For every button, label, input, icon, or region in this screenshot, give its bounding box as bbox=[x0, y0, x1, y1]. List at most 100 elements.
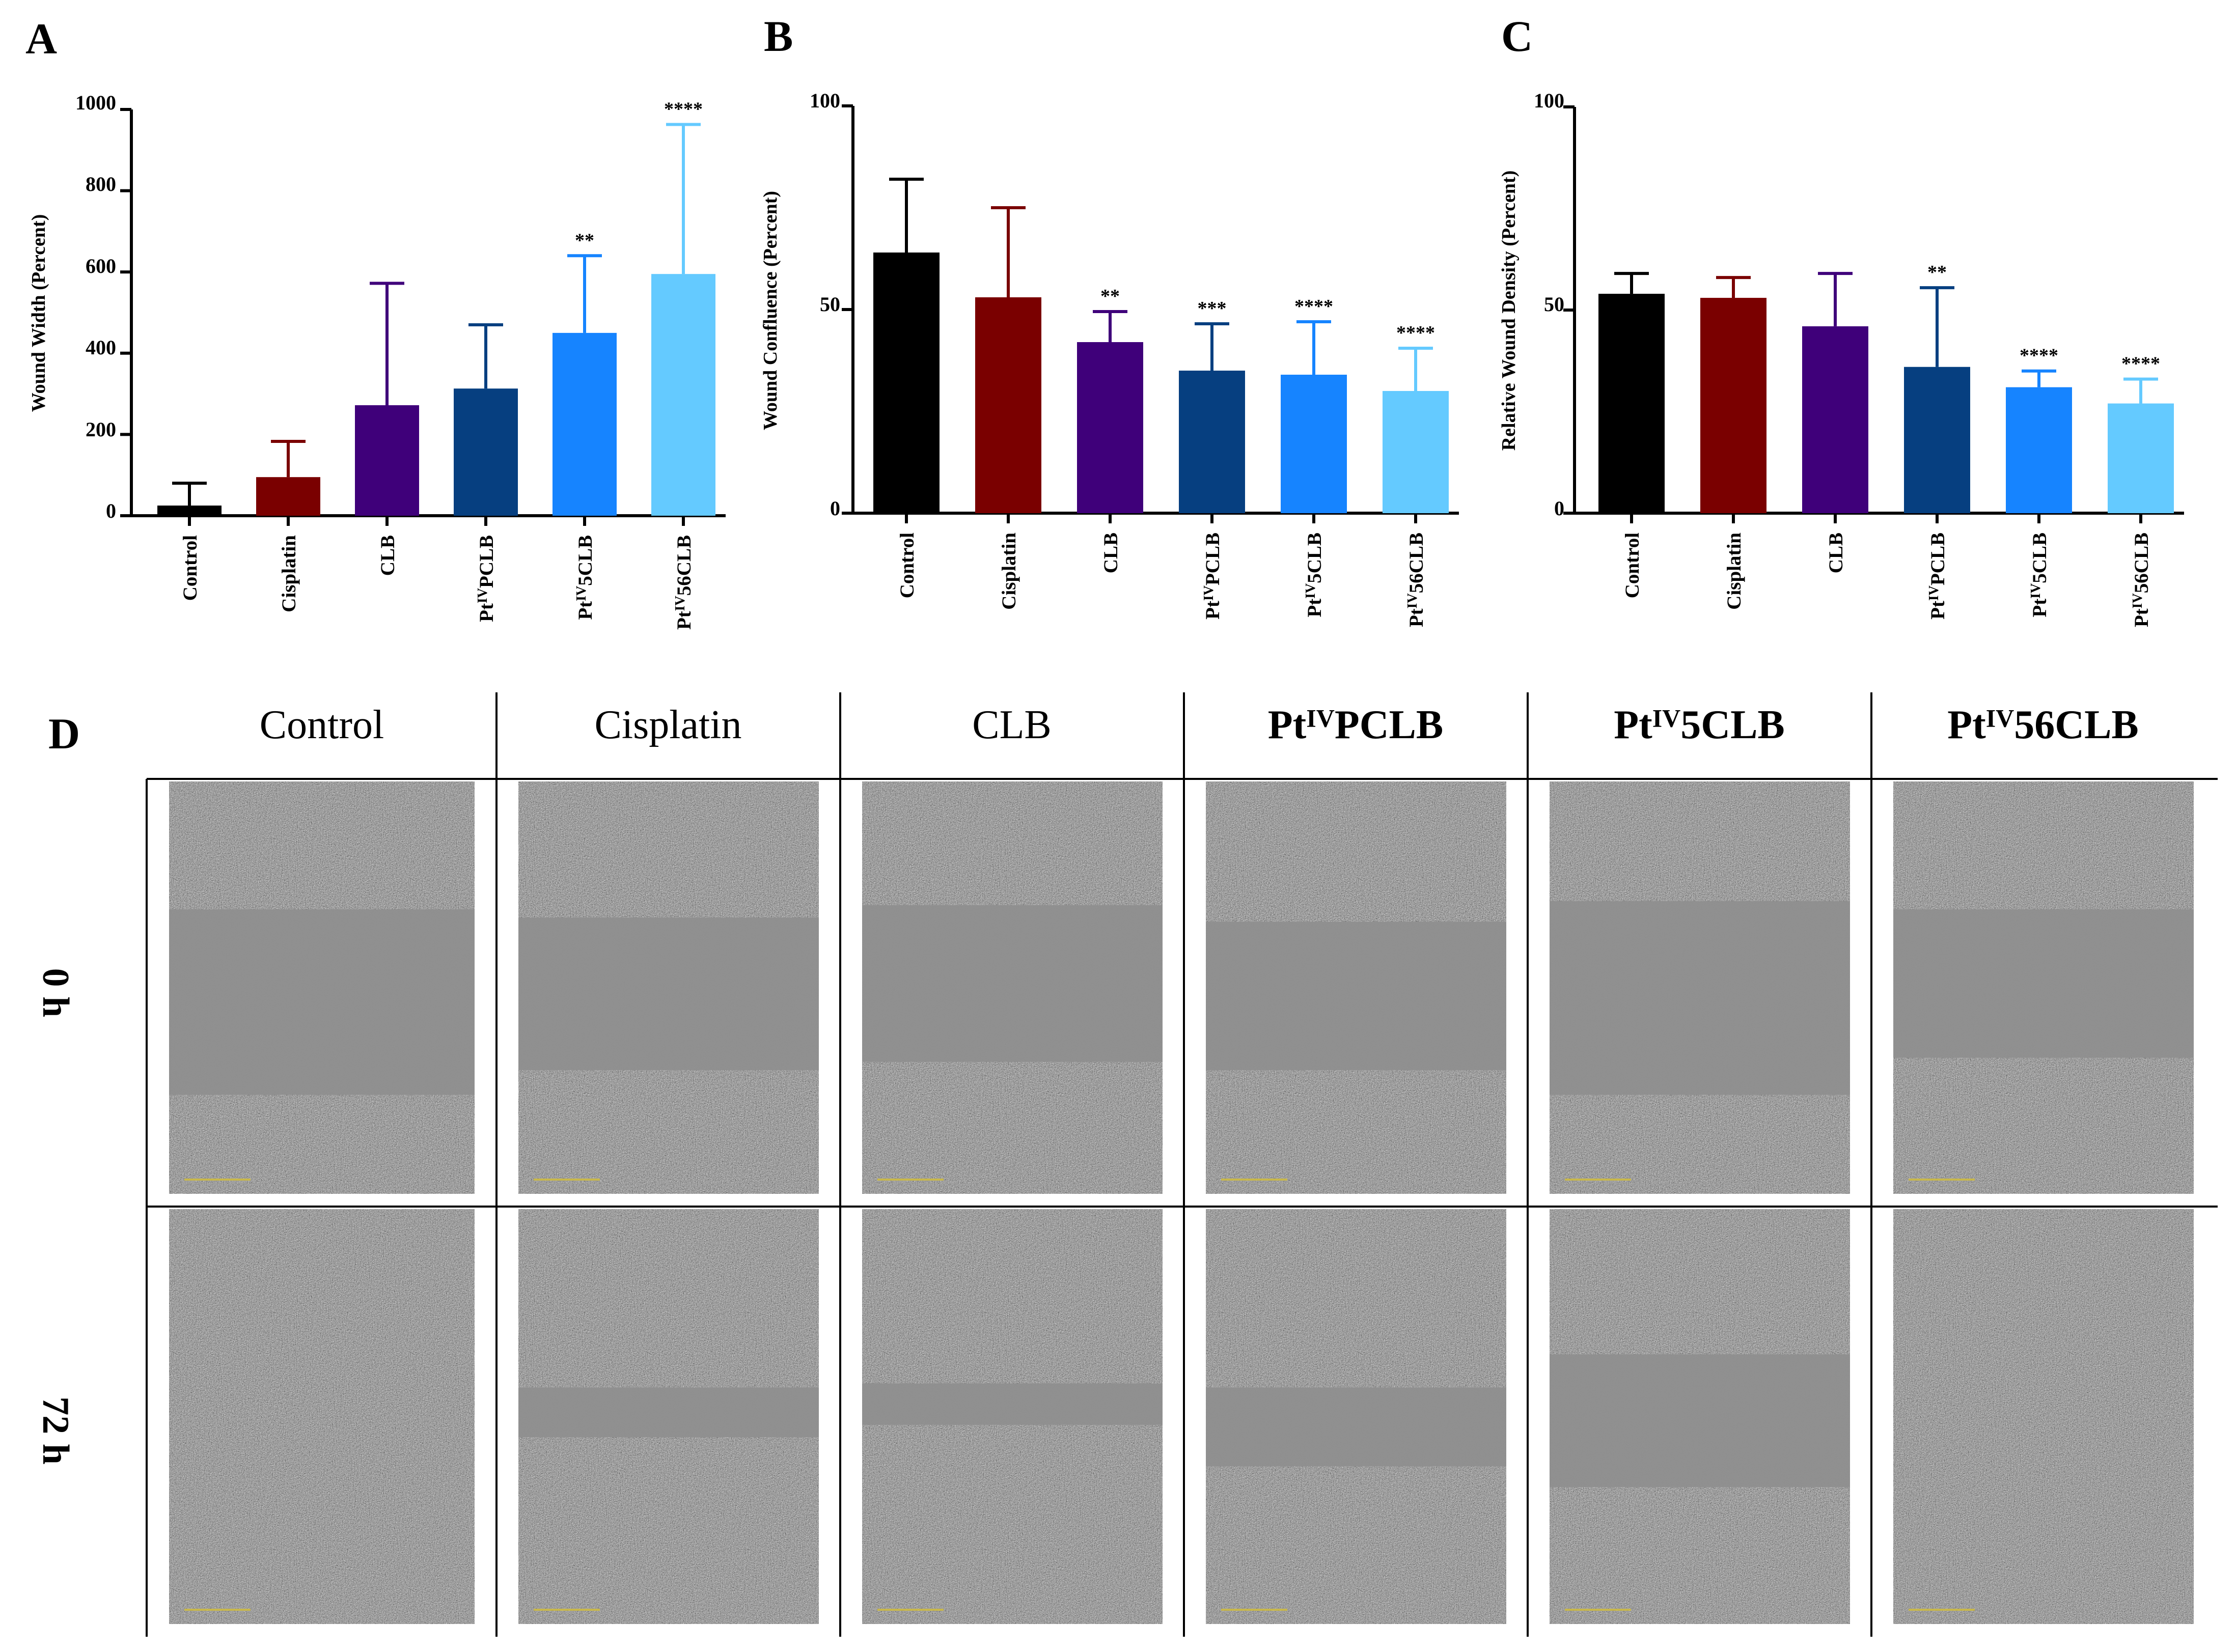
micrograph-tile bbox=[1550, 1209, 1850, 1624]
wound-gap-texture bbox=[1893, 909, 2194, 1058]
chart-c-yticks: 0 50 100 bbox=[1534, 89, 1564, 520]
micrograph-tile bbox=[518, 1209, 819, 1624]
wound-gap-texture bbox=[1206, 1387, 1506, 1467]
chart-b-significance: **** bbox=[1294, 296, 1333, 317]
chart-b-ytick: 50 bbox=[820, 293, 840, 316]
chart-b-significance: **** bbox=[1396, 322, 1435, 344]
chart-b-yticks: 0 50 100 bbox=[810, 89, 840, 520]
wound-gap-texture bbox=[1550, 901, 1850, 1095]
chart-c-significance: **** bbox=[2121, 353, 2160, 375]
micrograph-tile bbox=[1206, 1209, 1506, 1624]
micrograph-tile bbox=[1893, 781, 2194, 1194]
panel-d-letter: D bbox=[48, 709, 80, 758]
chart-b-category-label: PtIV56CLB bbox=[1404, 533, 1427, 627]
wound-gap-texture bbox=[518, 1387, 819, 1438]
wound-gap-texture bbox=[518, 917, 819, 1070]
chart-c-ytick: 100 bbox=[1534, 89, 1564, 112]
chart-c-bar bbox=[1904, 367, 1970, 513]
column-header-control: Control bbox=[260, 703, 384, 747]
wound-gap-texture bbox=[169, 909, 475, 1095]
chart-a-ytick: 1000 bbox=[75, 91, 116, 114]
chart-a-bar bbox=[651, 274, 715, 516]
chart-c-significance: **** bbox=[2020, 345, 2058, 367]
wound-gap-texture bbox=[862, 1383, 1163, 1425]
chart-a: Wound Width (Percent) 0 200 400 600 800 … bbox=[28, 91, 726, 630]
chart-c-ytick: 50 bbox=[1544, 293, 1564, 316]
row-label-72h: 72 h bbox=[35, 1396, 76, 1465]
column-header-ptiv5clb: PtIV5CLB bbox=[1614, 703, 1785, 747]
chart-a-bar bbox=[454, 388, 518, 516]
chart-a-bar bbox=[157, 506, 222, 516]
column-header-cisplatin: Cisplatin bbox=[595, 703, 742, 747]
chart-b-category-label: CLB bbox=[1100, 533, 1122, 573]
chart-c-category-label: PtIV5CLB bbox=[2028, 533, 2051, 618]
chart-c-bar bbox=[2108, 403, 2174, 513]
chart-b-ytick: 0 bbox=[830, 497, 840, 520]
chart-a-bar bbox=[553, 332, 617, 516]
chart-a-plot: Control Cisplatin CLB PtIVPCLB ** PtIV5CLB ***… bbox=[120, 99, 726, 630]
chart-a-bar bbox=[355, 405, 419, 516]
micrograph-cells bbox=[169, 1209, 475, 1624]
chart-a-category-label: PtIV56CLB bbox=[672, 535, 695, 630]
wound-gap-texture bbox=[862, 905, 1163, 1062]
micrograph-tile bbox=[169, 1209, 475, 1624]
wound-gap-texture bbox=[1550, 1354, 1850, 1488]
chart-c-category-label: PtIVPCLB bbox=[1926, 533, 1949, 620]
panel-b-letter: B bbox=[764, 12, 793, 61]
chart-c-significance: ** bbox=[1927, 262, 1947, 283]
chart-b-category-label: Cisplatin bbox=[998, 533, 1020, 610]
chart-a-ytick: 600 bbox=[86, 255, 116, 277]
column-header-ptiv56clb: PtIV56CLB bbox=[1947, 703, 2139, 747]
chart-b-ylabel: Wound Confluence (Percent) bbox=[760, 191, 781, 430]
chart-a-category-label: CLB bbox=[377, 535, 399, 576]
chart-b-bar bbox=[975, 297, 1041, 513]
chart-a-significance: ** bbox=[575, 230, 594, 251]
micrograph-tile bbox=[1206, 781, 1506, 1194]
chart-b-plot: Control Cisplatin ** CLB *** PtIVPCLB **** PtIV… bbox=[842, 104, 1459, 627]
panel-a-letter: A bbox=[25, 14, 57, 63]
chart-b-significance: ** bbox=[1100, 286, 1120, 307]
chart-a-ytick: 800 bbox=[86, 173, 116, 195]
chart-b-category-label: Control bbox=[896, 533, 918, 598]
micrograph-images bbox=[169, 781, 2194, 1624]
chart-a-category-label: Control bbox=[179, 535, 201, 601]
chart-c-plot: Control Cisplatin CLB ** PtIVPCLB **** PtIV5CL… bbox=[1563, 105, 2184, 627]
chart-b-category-label: PtIVPCLB bbox=[1201, 533, 1224, 620]
chart-b-significance: *** bbox=[1198, 298, 1227, 319]
panel-c-letter: C bbox=[1501, 12, 1533, 61]
chart-b: Wound Confluence (Percent) 0 50 100 Cont… bbox=[760, 89, 1459, 627]
chart-a-yticks: 0 200 400 600 800 1000 bbox=[75, 91, 116, 522]
chart-c-bar bbox=[2006, 387, 2072, 513]
chart-b-bar bbox=[1281, 375, 1347, 513]
chart-a-ytick: 200 bbox=[86, 418, 116, 441]
micrograph-tile bbox=[1893, 1209, 2194, 1624]
chart-c-category-label: Control bbox=[1621, 533, 1643, 598]
chart-a-ytick: 400 bbox=[86, 336, 116, 359]
chart-a-category-label: Cisplatin bbox=[278, 535, 300, 612]
chart-b-bar bbox=[1383, 391, 1449, 513]
chart-b-bar bbox=[1179, 371, 1245, 513]
chart-b-bar bbox=[873, 253, 940, 513]
chart-a-ylabel: Wound Width (Percent) bbox=[28, 214, 49, 412]
wound-gap-texture bbox=[1206, 921, 1506, 1070]
chart-a-category-label: PtIVPCLB bbox=[475, 535, 498, 622]
micrograph-tile bbox=[169, 781, 475, 1194]
chart-b-ytick: 100 bbox=[810, 89, 840, 112]
chart-c-ytick: 0 bbox=[1554, 497, 1564, 520]
chart-b-category-label: PtIV5CLB bbox=[1303, 533, 1326, 618]
chart-c-bar bbox=[1700, 298, 1766, 513]
chart-c-category-label: PtIV56CLB bbox=[2130, 533, 2152, 627]
micrograph-tile bbox=[1550, 781, 1850, 1194]
chart-a-ytick: 0 bbox=[106, 499, 116, 522]
chart-c-bar bbox=[1598, 294, 1665, 513]
column-header-ptivpclb: PtIVPCLB bbox=[1268, 703, 1443, 747]
micrograph-tile bbox=[862, 1209, 1163, 1624]
micrograph-grid: Control Cisplatin CLB PtIVPCLB PtIV5CLB … bbox=[35, 692, 2218, 1637]
chart-c-category-label: CLB bbox=[1825, 533, 1847, 573]
chart-a-bar bbox=[256, 477, 320, 516]
chart-c-category-label: Cisplatin bbox=[1723, 533, 1745, 610]
column-header-clb: CLB bbox=[972, 703, 1052, 747]
micrograph-tile bbox=[518, 781, 819, 1194]
chart-c: Relative Wound Density (Percent) 0 50 10… bbox=[1498, 89, 2184, 627]
